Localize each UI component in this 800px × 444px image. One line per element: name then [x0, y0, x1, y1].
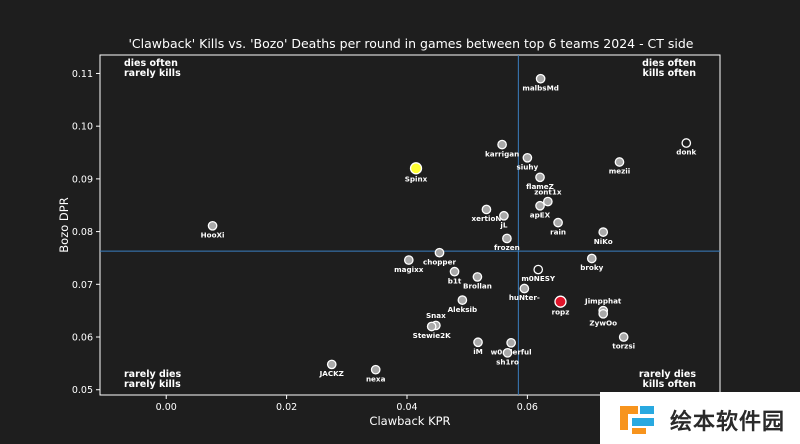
point-label-nexa: nexa [366, 374, 386, 383]
point-label-m0nesy: m0NESY [521, 274, 556, 283]
point-chopper [434, 247, 445, 258]
point-karrigan [497, 139, 507, 150]
point-torzsi [618, 332, 629, 342]
point-label-frozen: frozen [494, 243, 520, 252]
watermark-text: 绘本软件园 [670, 410, 786, 435]
quadrant-label-bottom-left-line1: rarely dies [124, 369, 181, 380]
point-niko [598, 227, 609, 237]
point-label-zont1x: zont1x [534, 187, 562, 196]
point-spinx [409, 162, 423, 175]
point-w0nderful [506, 337, 516, 348]
quadrant-label-top-left-line2: rarely kills [124, 68, 181, 79]
point-ropz [554, 295, 567, 308]
point-label-b1t: b1t [448, 276, 462, 285]
point-label-siuhy: siuhy [517, 162, 539, 171]
point-label-jackz: JACKZ [319, 369, 344, 378]
point-hunter- [519, 283, 530, 294]
point-label-spinx: Spinx [405, 174, 428, 183]
point-m0nesy [533, 264, 544, 275]
axes-frame [99, 54, 721, 396]
point-broky [586, 253, 597, 264]
point-hooxi [207, 220, 218, 231]
quadrant-label-bottom-right-line1: rarely dies [639, 369, 696, 380]
point-label-flamez: flameZ [526, 182, 554, 191]
point-flamez [535, 172, 545, 183]
point-rain [553, 217, 563, 228]
point-label-snax: Snax [426, 311, 446, 320]
point-label-sh1ro: sh1ro [496, 358, 519, 367]
point-label-hooxi: HooXi [201, 230, 225, 239]
quadrant-label-bottom-right-line2: kills often [643, 379, 697, 390]
point-xertion [481, 204, 492, 215]
point-label-aleksib: Aleksib [448, 305, 478, 314]
point-zont1x [542, 196, 553, 207]
point-label-ropz: ropz [552, 308, 570, 317]
point-malbsmd [535, 73, 546, 84]
point-b1t [449, 266, 460, 277]
point-siuhy [522, 152, 533, 163]
y-tick-label: 0.06 [72, 333, 93, 344]
watermark: 绘本软件园 [600, 392, 800, 444]
point-label-jl: jL [499, 220, 507, 229]
quadrant-label-top-right-line2: kills often [643, 68, 697, 79]
x-tick-label: 0.00 [156, 402, 177, 413]
point-magixx [403, 255, 414, 265]
y-tick-label: 0.10 [72, 122, 93, 133]
point-label-malbsmd: malbsMd [522, 83, 559, 92]
chart-title: 'Clawback' Kills vs. 'Bozo' Deaths per r… [128, 36, 693, 51]
point-brollan [472, 272, 483, 282]
point-label-xertion: xertioN [471, 214, 501, 223]
y-tick-label: 0.08 [72, 227, 93, 238]
y-axis-label: Bozo DPR [57, 197, 71, 252]
point-jackz [326, 359, 337, 370]
point-label-rain: rain [550, 227, 566, 236]
quadrant-label-top-right-line1: dies often [642, 58, 696, 69]
point-label-hunter-: huNter- [509, 293, 540, 302]
point-label-apex: apEX [530, 210, 551, 219]
point-label-torzsi: torzsi [612, 342, 635, 351]
point-label-im: iM [473, 347, 483, 356]
point-mezii [614, 157, 625, 167]
y-axis-ticks: 0.05 0.06 0.07 0.08 0.09 0.10 0.11 [72, 69, 100, 396]
x-axis-label: Clawback KPR [369, 414, 450, 428]
point-label-brollan: Brollan [463, 282, 492, 291]
x-tick-label: 0.02 [276, 402, 297, 413]
point-label-niko: NiKo [594, 237, 613, 246]
point-label-karrigan: karrigan [485, 149, 519, 158]
point-apex [535, 200, 545, 211]
point-label-magixx: magixx [394, 265, 424, 274]
quadrant-label-bottom-left-line2: rarely kills [124, 379, 181, 390]
quadrant-label-top-left-line1: dies often [124, 58, 178, 69]
point-nexa [370, 364, 381, 375]
x-tick-label: 0.06 [517, 402, 538, 413]
point-label-jimpphat: Jimpphat [584, 296, 622, 305]
point-label-chopper: chopper [423, 257, 456, 266]
watermark-logo-icon [620, 406, 654, 434]
point-stewie2k [426, 321, 437, 332]
point-donk [681, 138, 692, 148]
x-axis-ticks: 0.000.020.040.060.08 [156, 395, 658, 413]
point-label-mezii: mezii [609, 167, 630, 176]
point-aleksib [457, 295, 468, 305]
point-zywoo [598, 308, 609, 319]
point-label-zywoo: ZywOo [589, 319, 617, 328]
point-sh1ro [502, 347, 513, 358]
y-tick-label: 0.05 [72, 385, 93, 396]
point-label-donk: donk [676, 148, 696, 157]
point-jl [499, 210, 509, 221]
y-tick-label: 0.09 [72, 174, 93, 185]
point-label-broky: broky [580, 263, 603, 272]
x-tick-label: 0.04 [396, 402, 417, 413]
y-tick-label: 0.07 [72, 280, 93, 291]
point-frozen [502, 233, 512, 244]
point-label-stewie2k: Stewie2K [413, 331, 451, 340]
y-tick-label: 0.11 [72, 69, 93, 80]
data-points: malbsMd donk karrigan siuhy mezii Spinx flameZ… [201, 73, 696, 383]
point-im [473, 337, 483, 348]
